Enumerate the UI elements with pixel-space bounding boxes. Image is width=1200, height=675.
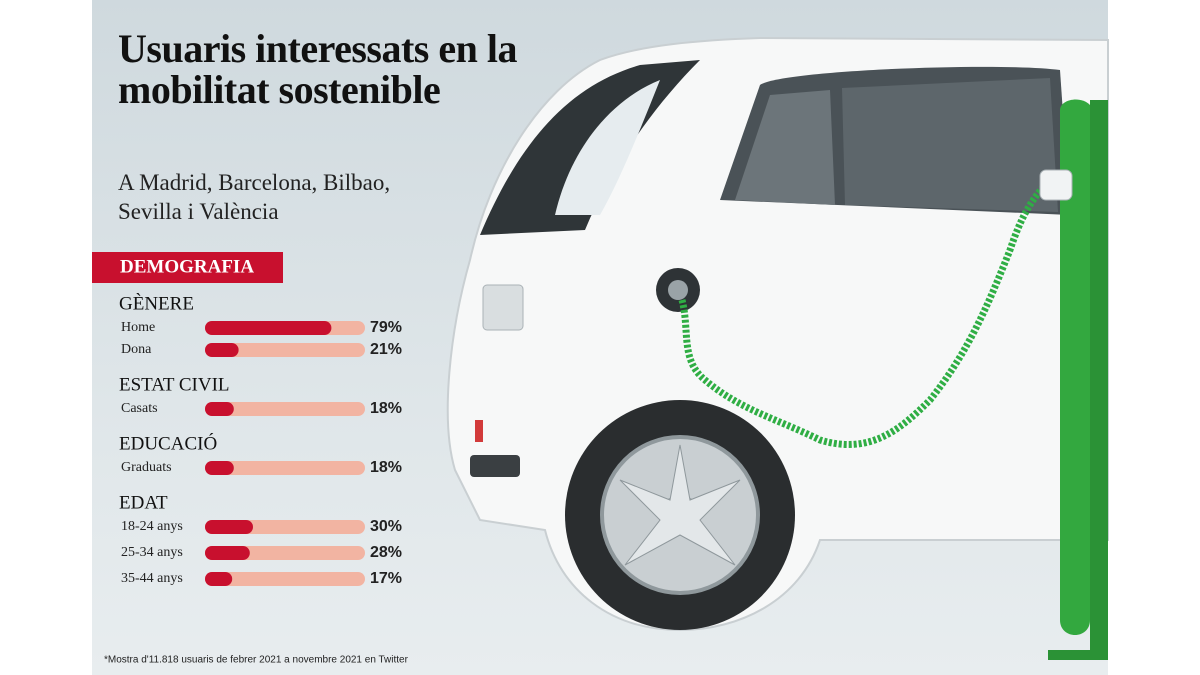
value-label: 18%	[370, 459, 402, 476]
value-label: 18%	[370, 400, 402, 417]
category-label: 18-24 anys	[121, 519, 183, 534]
category-label: Dona	[121, 342, 152, 357]
category-label: 35-44 anys	[121, 571, 183, 586]
category-label: Graduats	[121, 460, 172, 475]
section-label: DEMOGRAFIA	[120, 256, 254, 277]
bar-track	[205, 572, 365, 586]
bar	[205, 546, 250, 560]
bar	[205, 572, 233, 586]
group-label: EDUCACIÓ	[119, 432, 217, 454]
bar	[205, 321, 332, 335]
bar	[205, 343, 239, 357]
bar	[205, 520, 253, 534]
category-label: Casats	[121, 401, 158, 416]
group-label: ESTAT CIVIL	[119, 374, 230, 395]
bar	[205, 461, 234, 475]
value-label: 17%	[370, 570, 402, 587]
bar	[205, 402, 234, 416]
category-label: 25-34 anys	[121, 545, 183, 560]
value-label: 21%	[370, 341, 402, 358]
category-label: Home	[121, 320, 155, 335]
section-band	[92, 252, 283, 283]
subtitle: A Madrid, Barcelona, Bilbao, Sevilla i V…	[118, 170, 391, 224]
bar-track	[205, 343, 365, 357]
car-illustration	[446, 36, 1109, 660]
bar-track	[205, 402, 365, 416]
footnote: *Mostra d'11.818 usuaris de febrer 2021 …	[104, 655, 409, 666]
value-label: 30%	[370, 518, 402, 535]
group-label: GÈNERE	[119, 292, 194, 314]
group-label: EDAT	[119, 492, 168, 513]
value-label: 79%	[370, 319, 402, 336]
title: Usuaris interessats en la mobilitat sost…	[118, 26, 517, 112]
value-label: 28%	[370, 544, 402, 561]
bar-track	[205, 461, 365, 475]
